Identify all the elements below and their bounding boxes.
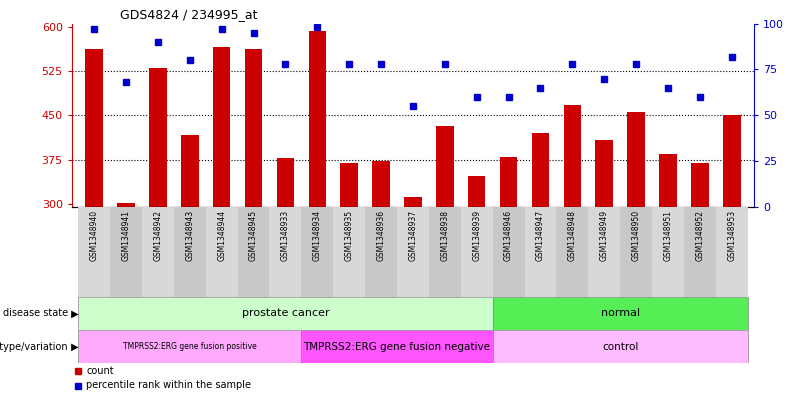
Bar [213, 47, 231, 207]
Text: GSM1348934: GSM1348934 [313, 210, 322, 261]
Text: GSM1348953: GSM1348953 [727, 210, 737, 261]
Bar [595, 140, 613, 207]
Bar [238, 207, 270, 297]
Text: GSM1348952: GSM1348952 [695, 210, 705, 261]
Bar [659, 154, 677, 207]
Text: GSM1348942: GSM1348942 [153, 210, 163, 261]
Bar [270, 207, 302, 297]
Bar [492, 207, 524, 297]
Bar [563, 105, 581, 207]
Bar [492, 297, 748, 330]
Text: GSM1348935: GSM1348935 [345, 210, 354, 261]
Text: GSM1348948: GSM1348948 [568, 210, 577, 261]
Bar [245, 49, 263, 207]
Bar [277, 158, 294, 207]
Text: GSM1348943: GSM1348943 [185, 210, 194, 261]
Text: GSM1348937: GSM1348937 [409, 210, 417, 261]
Bar [429, 207, 460, 297]
Bar [365, 207, 397, 297]
Bar [500, 157, 517, 207]
Bar [652, 207, 684, 297]
Bar [341, 163, 358, 207]
Bar [436, 126, 453, 207]
Text: percentile rank within the sample: percentile rank within the sample [86, 380, 251, 391]
Bar [302, 330, 492, 363]
Bar [78, 207, 110, 297]
Text: GSM1348945: GSM1348945 [249, 210, 258, 261]
Bar [373, 161, 390, 207]
Bar [181, 135, 199, 207]
Text: disease state: disease state [2, 309, 68, 318]
Bar [85, 49, 103, 207]
Bar [468, 176, 485, 207]
Bar [117, 203, 135, 207]
Bar [206, 207, 238, 297]
Text: GSM1348949: GSM1348949 [600, 210, 609, 261]
Bar [684, 207, 716, 297]
Bar [556, 207, 588, 297]
Bar [627, 112, 645, 207]
Text: GSM1348933: GSM1348933 [281, 210, 290, 261]
Bar [302, 207, 334, 297]
Bar [309, 31, 326, 207]
Bar [142, 207, 174, 297]
Text: GSM1348944: GSM1348944 [217, 210, 226, 261]
Text: TMPRSS2:ERG gene fusion positive: TMPRSS2:ERG gene fusion positive [123, 342, 257, 351]
Text: count: count [86, 365, 114, 375]
Text: GSM1348947: GSM1348947 [536, 210, 545, 261]
Bar [691, 163, 709, 207]
Bar [460, 207, 492, 297]
Text: ▶: ▶ [68, 342, 78, 351]
Text: TMPRSS2:ERG gene fusion negative: TMPRSS2:ERG gene fusion negative [303, 342, 491, 351]
Bar [524, 207, 556, 297]
Bar [716, 207, 748, 297]
Bar [149, 68, 167, 207]
Bar [174, 207, 206, 297]
Text: GSM1348940: GSM1348940 [89, 210, 99, 261]
Text: GSM1348950: GSM1348950 [632, 210, 641, 261]
Text: ▶: ▶ [68, 309, 78, 318]
Bar [110, 207, 142, 297]
Bar [334, 207, 365, 297]
Text: GSM1348939: GSM1348939 [472, 210, 481, 261]
Text: control: control [602, 342, 638, 351]
Bar [588, 207, 620, 297]
Bar [531, 133, 549, 207]
Text: normal: normal [601, 309, 640, 318]
Bar [723, 115, 741, 207]
Text: GSM1348941: GSM1348941 [121, 210, 131, 261]
Text: GSM1348936: GSM1348936 [377, 210, 385, 261]
Bar [405, 197, 421, 207]
Text: genotype/variation: genotype/variation [0, 342, 68, 351]
Bar [397, 207, 429, 297]
Text: GSM1348951: GSM1348951 [663, 210, 673, 261]
Text: GSM1348946: GSM1348946 [504, 210, 513, 261]
Bar [620, 207, 652, 297]
Text: GSM1348938: GSM1348938 [440, 210, 449, 261]
Bar [492, 330, 748, 363]
Text: GDS4824 / 234995_at: GDS4824 / 234995_at [120, 8, 257, 21]
Bar [78, 297, 492, 330]
Bar [78, 330, 302, 363]
Text: prostate cancer: prostate cancer [242, 309, 330, 318]
